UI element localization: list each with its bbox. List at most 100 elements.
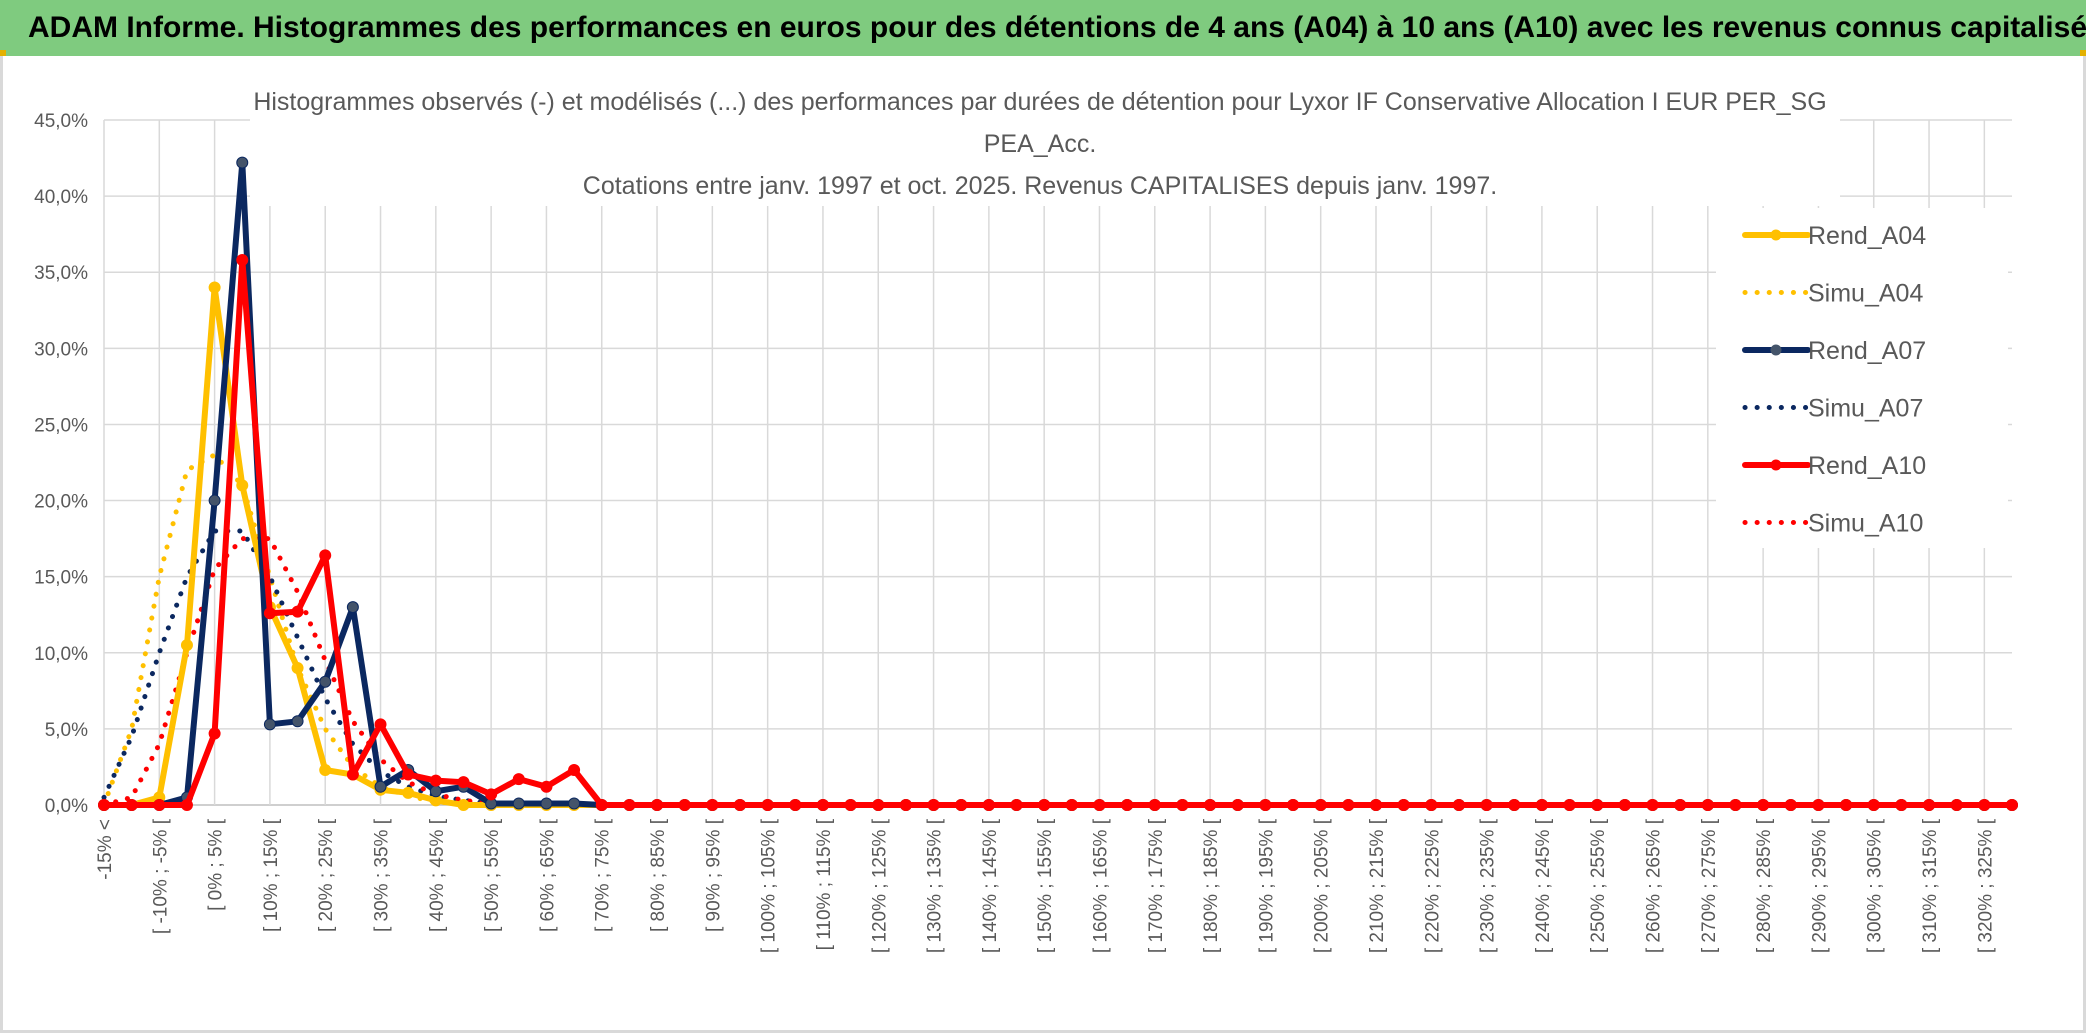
data-point-rend-a10: [1978, 799, 1991, 811]
x-tick-label: [ 160% ; 165% [: [1090, 818, 1111, 953]
data-point-rend-a04: [402, 786, 415, 799]
legend-marker: [1770, 459, 1782, 471]
data-point-rend-a10: [1563, 799, 1576, 811]
x-tick-label: [ 290% ; 295% [: [1809, 818, 1830, 953]
data-point-rend-a10: [734, 799, 746, 811]
chart-title-background: [250, 80, 1840, 206]
data-point-rend-a07: [568, 797, 581, 810]
legend-label: Rend_A07: [1808, 337, 1926, 365]
data-point-rend-a10: [899, 799, 912, 811]
data-point-rend-a07: [263, 718, 276, 731]
data-point-rend-a10: [1287, 799, 1300, 811]
x-tick-label: [ 90% ; 95% [: [703, 818, 724, 932]
data-point-rend-a10: [153, 799, 166, 811]
x-tick-label: [ 140% ; 145% [: [980, 818, 1001, 953]
data-point-rend-a10: [180, 799, 193, 811]
x-tick-label: [ 250% ; 255% [: [1588, 818, 1609, 953]
x-tick-label: [ 110% ; 115% [: [814, 818, 835, 950]
data-point-rend-a10: [1757, 799, 1770, 811]
x-tick-label: [ 270% ; 275% [: [1699, 818, 1720, 953]
data-point-rend-a10: [789, 799, 802, 811]
data-point-rend-a10: [263, 607, 276, 620]
data-point-rend-a10: [1093, 799, 1106, 811]
x-tick-label: [ 150% ; 155% [: [1035, 818, 1056, 953]
data-point-rend-a10: [1038, 799, 1051, 811]
data-point-rend-a10: [1010, 799, 1023, 811]
data-point-rend-a10: [291, 605, 304, 618]
y-tick-label: 20,0%: [34, 492, 88, 513]
x-tick-label: [ 50% ; 55% [: [482, 818, 503, 932]
series-line-rend-a10: [101, 257, 2015, 808]
legend-label: Simu_A04: [1808, 280, 1923, 308]
legend-label: Rend_A04: [1808, 222, 1926, 250]
x-tick-label: [ 130% ; 135% [: [925, 818, 946, 953]
x-tick-label: [ 310% ; 315% [: [1920, 818, 1941, 953]
x-tick-label: [ 170% ; 175% [: [1146, 818, 1167, 953]
y-tick-label: 10,0%: [34, 644, 88, 665]
x-axis-labels: -15% < [ -10% ; -5% [[ 0% ; 5% [[ 10% ; 1…: [95, 818, 1996, 953]
frame-corner-right: [2080, 50, 2086, 56]
data-point-rend-a10: [1231, 799, 1244, 811]
data-point-rend-a10: [1784, 799, 1797, 811]
data-point-rend-a10: [236, 254, 249, 267]
data-point-rend-a10: [1480, 799, 1493, 811]
data-point-rend-a10: [1370, 799, 1382, 811]
data-point-rend-a04: [208, 281, 221, 294]
data-point-rend-a10: [1065, 799, 1078, 811]
data-point-rend-a10: [1342, 799, 1355, 811]
data-point-rend-a10: [485, 788, 498, 801]
data-point-rend-a10: [1314, 799, 1327, 811]
data-point-rend-a07: [208, 494, 221, 507]
x-tick-label: [ 320% ; 325% [: [1975, 818, 1996, 953]
data-point-rend-a10: [1867, 799, 1880, 811]
data-point-rend-a10: [208, 727, 221, 740]
report-header: ADAM Informe. Histogrammes des performan…: [0, 0, 2086, 56]
data-point-rend-a10: [1425, 799, 1438, 811]
chart-title-line-1: Histogrammes observés (-) et modélisés (…: [253, 88, 1826, 116]
data-point-rend-a10: [98, 799, 110, 811]
data-point-rend-a04: [319, 763, 332, 776]
data-point-rend-a10: [1950, 799, 1963, 811]
x-tick-label: [ 100% ; 105% [: [759, 818, 780, 953]
data-point-rend-a10: [374, 718, 387, 731]
data-point-rend-a10: [595, 799, 608, 811]
data-point-rend-a10: [512, 773, 525, 786]
data-point-rend-a10: [1729, 799, 1742, 811]
x-tick-label: -15% <: [95, 819, 116, 880]
data-point-rend-a10: [1646, 799, 1659, 811]
data-point-rend-a10: [1591, 799, 1604, 811]
data-point-rend-a10: [568, 763, 581, 776]
data-point-rend-a07: [291, 715, 304, 728]
data-point-rend-a10: [1176, 799, 1189, 811]
data-point-rend-a04: [180, 639, 193, 652]
data-point-rend-a10: [1701, 799, 1714, 811]
data-point-rend-a10: [678, 799, 691, 811]
y-tick-label: 0,0%: [45, 796, 88, 817]
data-point-rend-a10: [125, 799, 138, 811]
data-point-rend-a07: [374, 780, 387, 793]
y-tick-label: 35,0%: [34, 263, 88, 284]
data-point-rend-a10: [346, 768, 359, 781]
data-point-rend-a07: [429, 785, 442, 798]
x-tick-label: [ 0% ; 5% [: [206, 818, 227, 911]
x-tick-label: [ 120% ; 125% [: [869, 818, 890, 953]
data-point-rend-a10: [651, 799, 664, 811]
y-tick-label: 30,0%: [34, 339, 88, 360]
data-point-rend-a10: [1397, 799, 1410, 811]
legend-label: Simu_A10: [1808, 510, 1923, 538]
data-point-rend-a10: [540, 780, 553, 793]
x-tick-label: [ 300% ; 305% [: [1865, 818, 1886, 953]
data-point-rend-a10: [457, 776, 470, 789]
y-tick-label: 15,0%: [34, 568, 88, 589]
data-point-rend-a10: [1895, 799, 1908, 811]
chart-title-line-3: Cotations entre janv. 1997 et oct. 2025.…: [583, 172, 1497, 200]
data-point-rend-a10: [2006, 799, 2018, 811]
x-tick-label: [ 80% ; 85% [: [648, 818, 669, 932]
data-point-rend-a04: [291, 662, 304, 674]
legend-marker: [1770, 229, 1782, 241]
x-tick-label: [ 60% ; 65% [: [537, 818, 558, 932]
x-tick-label: [ 210% ; 215% [: [1367, 818, 1388, 953]
chart-legend: Rend_A04 Simu_A04 Rend_A07 Simu_A07 Rend_A10…: [1716, 208, 2008, 548]
data-point-rend-a10: [761, 799, 774, 811]
